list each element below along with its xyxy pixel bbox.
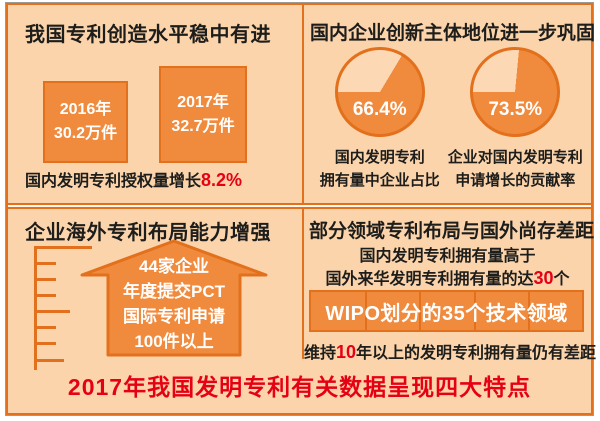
ruler-tick (34, 278, 56, 281)
bar-2016: 2016年 30.2万件 (43, 81, 128, 163)
panel-patent-growth-title: 我国专利创造水平稳中有进 (25, 24, 271, 46)
bar-2016-amount: 30.2万件 (53, 125, 118, 142)
gap-line2: 国外来华发明专利拥有量的达30个 (304, 265, 591, 289)
gap-line2-suffix: 个 (553, 271, 570, 288)
ruler-tick (34, 294, 56, 297)
pie-contribution-caption-line1: 企业对国内发明专利 (447, 149, 583, 166)
ruler-graphic (34, 246, 100, 370)
wipo-bar-segment-divider (527, 292, 530, 330)
patent-growth-caption-text: 国内发明专利授权量增长 (25, 173, 202, 190)
pie-col-contribution: 73.5% 企业对国内发明专利 申请增长的贡献率 (448, 47, 584, 192)
ruler-tick (34, 246, 92, 249)
pie-chart-contribution: 73.5% (470, 47, 561, 137)
wipo-bar-segment-divider (419, 292, 422, 330)
gap-line3-prefix: 维持 (304, 345, 337, 362)
panel-patent-growth: 我国专利创造水平稳中有进 2016年 30.2万件 2017年 32.7万件 国… (8, 5, 304, 203)
pct-statement-line3: 国际专利申请 (123, 307, 225, 326)
pie-contribution-caption-line2: 申请增长的贡献率 (455, 171, 576, 189)
pie-ownership-caption-line1: 国内发明专利 (334, 149, 425, 166)
pie-charts: 66.4% 国内发明专利 拥有量中企业占比 73.5% 企业对国内发明专利 申请… (304, 47, 591, 192)
pct-statement-line2: 年度提交PCT (123, 282, 225, 301)
infographic-poster: 我国专利创造水平稳中有进 2016年 30.2万件 2017年 32.7万件 国… (5, 2, 596, 416)
wipo-fields-bar: WIPO划分的35个技术领域 (309, 290, 584, 332)
gap-line3-years: 10 (336, 342, 357, 362)
pie-ownership-caption: 国内发明专利 拥有量中企业占比 (320, 147, 440, 192)
ruler-tick (34, 342, 56, 345)
wipo-bar-label: WIPO划分的35个技术领域 (325, 302, 568, 325)
horizontal-divider (8, 203, 591, 209)
panel-enterprise-innovation: 国内企业创新主体地位进一步巩固 66.4% 国内发明专利 拥有量中企业占比 73… (304, 5, 595, 203)
up-arrow-icon (80, 239, 268, 357)
patent-growth-caption: 国内发明专利授权量增长8.2% (25, 167, 242, 191)
pie-ownership-value: 66.4% (352, 99, 407, 120)
gap-line2-count: 30 (533, 268, 554, 288)
ruler-tick (34, 262, 56, 265)
ruler-line (34, 246, 37, 370)
bar-2017-amount: 32.7万件 (171, 117, 235, 135)
pie-contribution-value: 73.5% (488, 99, 543, 120)
ruler-tick (34, 326, 56, 329)
pct-statement-line1: 44家企业 (139, 257, 209, 276)
footer: 2017年我国发明专利有关数据呈现四大特点 (8, 359, 591, 411)
bottom-row: 企业海外专利布局能力增强 44家企业 年度提交PCT 国 (8, 209, 596, 370)
bar-2017-year: 2017年 (177, 93, 229, 111)
panel-enterprise-innovation-title: 国内企业创新主体地位进一步巩固 (310, 23, 596, 44)
bar-2016-year: 2016年 (59, 101, 112, 118)
panel-gap-with-abroad: 部分领域专利布局与国外尚存差距 国内发明专利拥有量高于 国外来华发明专利拥有量的… (304, 209, 596, 362)
ruler-tick (34, 310, 70, 313)
pct-statement: 44家企业 年度提交PCT 国际专利申请 100件以上 (78, 254, 270, 354)
main-title: 2017年我国发明专利有关数据呈现四大特点 (67, 374, 532, 400)
pie-ownership-caption-line2: 拥有量中企业占比 (319, 171, 440, 189)
patent-growth-rate: 8.2% (201, 170, 243, 190)
wipo-bar-segment-divider (473, 292, 476, 330)
gap-line3-suffix: 年以上的发明专利拥有量仍有差距 (356, 345, 597, 362)
pct-statement-line4: 100件以上 (134, 332, 214, 351)
panel-gap-title: 部分领域专利布局与国外尚存差距 (309, 221, 595, 242)
gap-line2-prefix: 国外来华发明专利拥有量的达 (325, 271, 534, 288)
bar-2017: 2017年 32.7万件 (159, 66, 247, 163)
top-row: 我国专利创造水平稳中有进 2016年 30.2万件 2017年 32.7万件 国… (8, 5, 595, 203)
gap-line3: 维持10年以上的发明专利拥有量仍有差距 (304, 339, 596, 363)
up-arrow-graphic: 44家企业 年度提交PCT 国际专利申请 100件以上 (78, 238, 270, 358)
pie-chart-ownership: 66.4% (334, 47, 425, 137)
gap-line1: 国内发明专利拥有量高于 (359, 248, 536, 265)
wipo-bar-segment-divider (365, 292, 368, 330)
panel-overseas-layout-title: 企业海外专利布局能力增强 (25, 222, 271, 244)
pie-contribution-caption: 企业对国内发明专利 申请增长的贡献率 (448, 147, 583, 192)
ruler-tick (34, 359, 64, 362)
panel-overseas-layout: 企业海外专利布局能力增强 44家企业 年度提交PCT 国 (8, 209, 304, 370)
pie-col-ownership: 66.4% 国内发明专利 拥有量中企业占比 (312, 47, 448, 192)
